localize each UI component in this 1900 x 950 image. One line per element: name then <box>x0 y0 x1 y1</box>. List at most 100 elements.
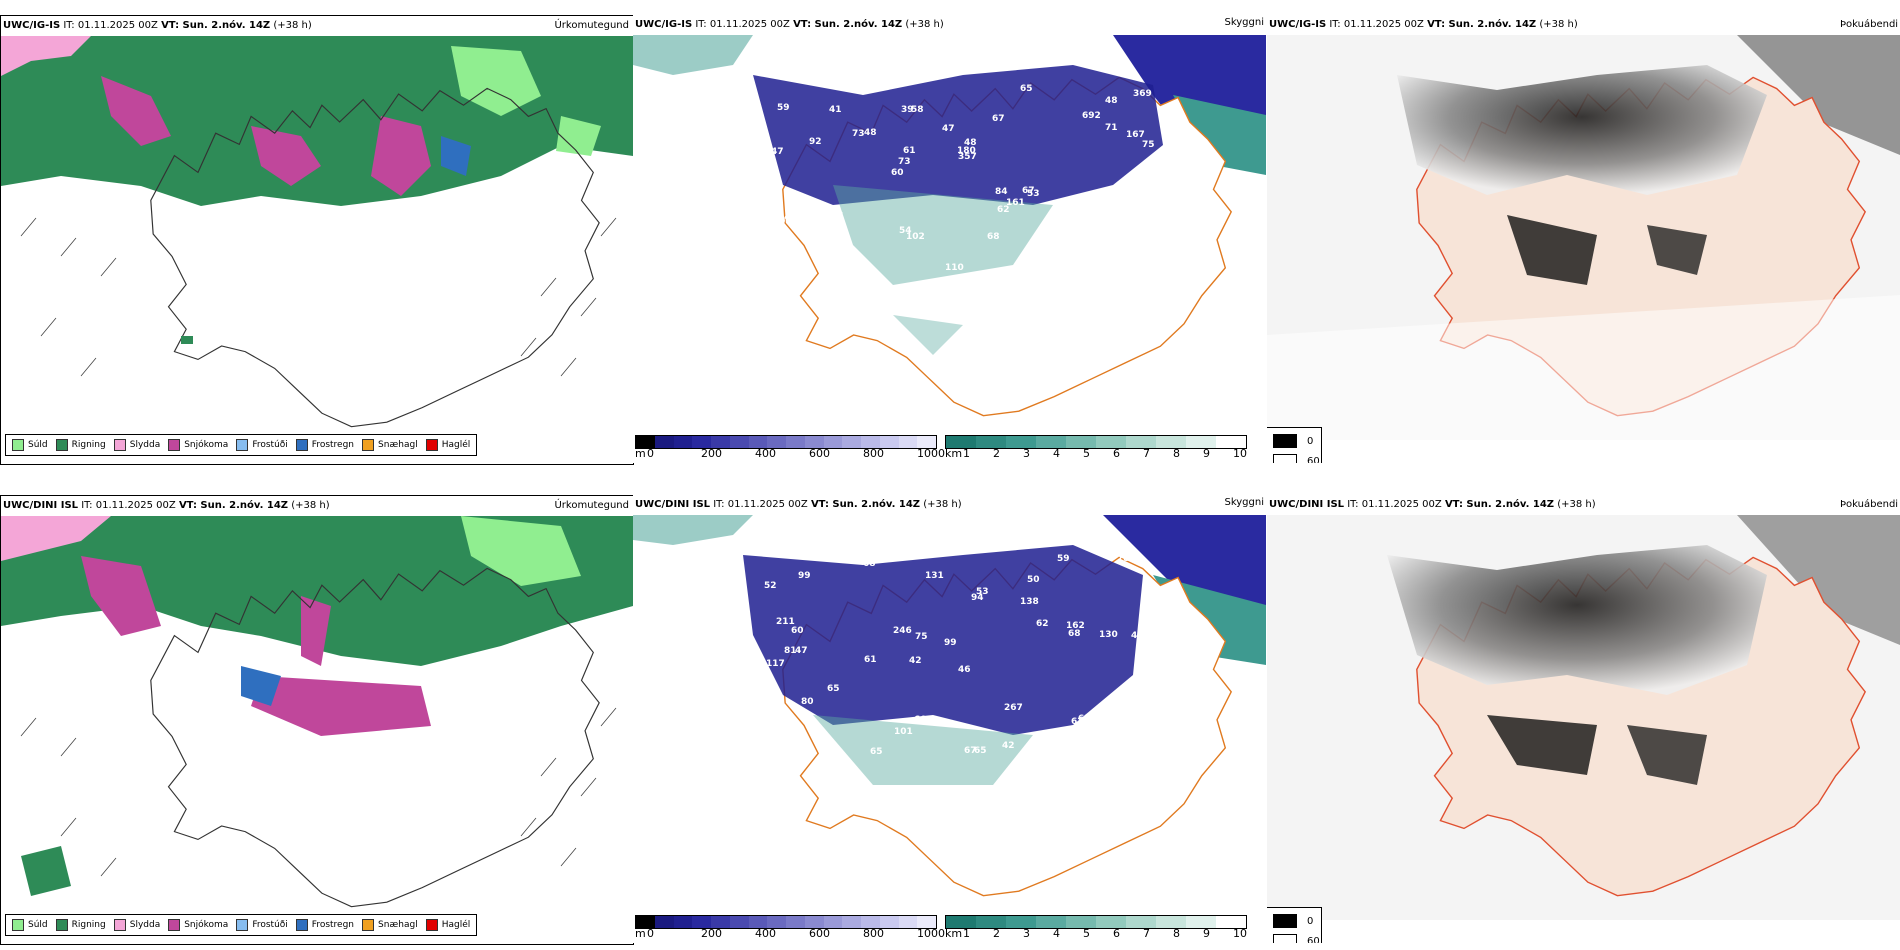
snow-depth-label: 357 <box>958 152 977 162</box>
legend-item: Frostúði <box>236 439 288 451</box>
swatch <box>236 919 249 931</box>
precip-type-map <box>1 516 633 921</box>
snow-depth-label: 56 <box>873 551 886 561</box>
snow-depth-label: 246 <box>893 626 912 636</box>
precip-type-panel-bottom: UWC/DINI ISL IT: 01.11.2025 00Z VT: Sun.… <box>0 495 634 945</box>
snow-depth-label: 61 <box>903 76 916 86</box>
snow-depth-label: 60 <box>791 626 804 636</box>
vis-unit: km <box>945 447 963 460</box>
colorbar-tick: 1 <box>963 447 970 460</box>
colorbar-tick: 600 <box>809 447 830 460</box>
visibility-colorbar <box>945 435 1247 449</box>
legend-item: Súld <box>12 439 48 451</box>
snow-depth-label: 73 <box>852 129 865 139</box>
elev-unit: m <box>635 447 646 460</box>
colorbar-segment <box>861 916 880 928</box>
snow-depth-label: 58 <box>911 105 924 115</box>
colorbar-segment <box>976 436 1006 448</box>
colorbar-tick: 8 <box>1173 447 1180 460</box>
snow-depth-label: 48 <box>1105 96 1118 106</box>
fog-map <box>1267 35 1900 440</box>
snow-depth-label: 61 <box>903 146 916 156</box>
colorbar-segment <box>917 436 936 448</box>
snow-depth-label: 67 <box>992 114 1005 124</box>
colorbar-tick: 800 <box>863 447 884 460</box>
snow-depth-label: 48 <box>964 138 977 148</box>
fog-panel-bottom: UWC/DINI ISL IT: 01.11.2025 00Z VT: Sun.… <box>1267 495 1900 943</box>
fog-legend-row: 0 <box>1273 914 1313 928</box>
swatch <box>236 439 249 451</box>
snow-depth-label: 54 <box>818 235 831 245</box>
legend-item: Frostúði <box>236 919 288 931</box>
colorbar-tick: 7 <box>1143 927 1150 940</box>
colorbar-segment <box>1036 916 1066 928</box>
elev-unit: m <box>635 927 646 940</box>
colorbar-segment <box>786 916 805 928</box>
legend-item: Haglél <box>425 439 470 451</box>
snow-depth-label: 161 <box>1006 198 1025 208</box>
snow-depth-label: 62 <box>1036 619 1049 629</box>
snow-depth-label: 117 <box>766 659 785 669</box>
snow-depth-label: 46 <box>1131 631 1144 641</box>
fog-panel-top: UWC/IG-IS IT: 01.11.2025 00Z VT: Sun. 2.… <box>1267 15 1900 463</box>
fog-legend-row: 60 <box>1273 454 1320 463</box>
colorbar-tick: 400 <box>755 927 776 940</box>
snow-depth-label: 67 <box>964 746 977 756</box>
panel-title: Þokuábendi <box>1840 19 1899 30</box>
swatch <box>113 919 126 931</box>
snow-depth-label: 298 <box>773 217 792 227</box>
colorbar-tick: 0 <box>647 927 654 940</box>
swatch <box>1273 454 1297 463</box>
snow-depth-label: 692 <box>1082 111 1101 121</box>
colorbar-segment <box>786 436 805 448</box>
panel-header: UWC/DINI ISL IT: 01.11.2025 00Z VT: Sun.… <box>3 500 330 511</box>
snow-depth-label: 167 <box>1126 130 1145 140</box>
snow-depth-label: 42 <box>784 213 797 223</box>
elevation-colorbar <box>635 435 937 449</box>
snow-depth-label: 138 <box>1020 597 1039 607</box>
snow-depth-label: 63 <box>1078 714 1091 724</box>
swatch <box>425 919 438 931</box>
colorbar-tick: 2 <box>993 447 1000 460</box>
snow-depth-label: 47 <box>771 147 784 157</box>
swatch <box>168 439 181 451</box>
snow-depth-label: 55 <box>1094 230 1107 240</box>
snow-depth-label: 130 <box>1099 630 1118 640</box>
colorbar-tick: 200 <box>701 927 722 940</box>
swatch <box>12 439 24 451</box>
snow-depth-label: 60 <box>914 715 927 725</box>
legend-item: Frostregn <box>295 919 354 931</box>
colorbar-segment <box>804 436 824 448</box>
colorbar-segment <box>1186 436 1216 448</box>
colorbar-segment <box>917 916 936 928</box>
legend-item: Snjókoma <box>168 919 228 931</box>
panel-header: UWC/IG-IS IT: 01.11.2025 00Z VT: Sun. 2.… <box>635 19 944 30</box>
colorbar-segment <box>636 916 655 928</box>
colorbar-tick: 400 <box>755 447 776 460</box>
snow-depth-label: 47 <box>942 124 955 134</box>
visibility-panel-bottom: UWC/DINI ISL IT: 01.11.2025 00Z VT: Sun.… <box>633 495 1266 943</box>
colorbar-segment <box>748 916 768 928</box>
colorbar-tick: 4 <box>1053 447 1060 460</box>
visibility-panel-top: UWC/IG-IS IT: 01.11.2025 00Z VT: Sun. 2.… <box>633 15 1266 463</box>
snow-depth-label: 92 <box>809 137 822 147</box>
snow-depth-label: 102 <box>906 232 925 242</box>
snow-depth-label: 42 <box>909 656 922 666</box>
colorbar-segment <box>673 436 693 448</box>
colorbar-tick: 2 <box>993 927 1000 940</box>
snow-depth-label: 158 <box>830 249 849 259</box>
legend-item: Snæhagl <box>362 919 418 931</box>
precip-type-map <box>1 36 633 441</box>
precip-type-panel-top: UWC/IG-IS IT: 01.11.2025 00Z VT: Sun. 2.… <box>0 15 634 465</box>
colorbar-tick: 7 <box>1143 447 1150 460</box>
colorbar-segment <box>976 916 1006 928</box>
snow-depth-label: 54 <box>899 226 912 236</box>
panel-title: Úrkomutegund <box>554 500 629 511</box>
panel-header: UWC/IG-IS IT: 01.11.2025 00Z VT: Sun. 2.… <box>1269 19 1578 30</box>
legend-item: Snjókoma <box>168 439 228 451</box>
colorbar-segment <box>823 916 843 928</box>
colorbar-segment <box>898 436 918 448</box>
legend-item: Haglél <box>425 919 470 931</box>
panel-header: UWC/IG-IS IT: 01.11.2025 00Z VT: Sun. 2.… <box>3 20 312 31</box>
colorbar-segment <box>711 916 730 928</box>
